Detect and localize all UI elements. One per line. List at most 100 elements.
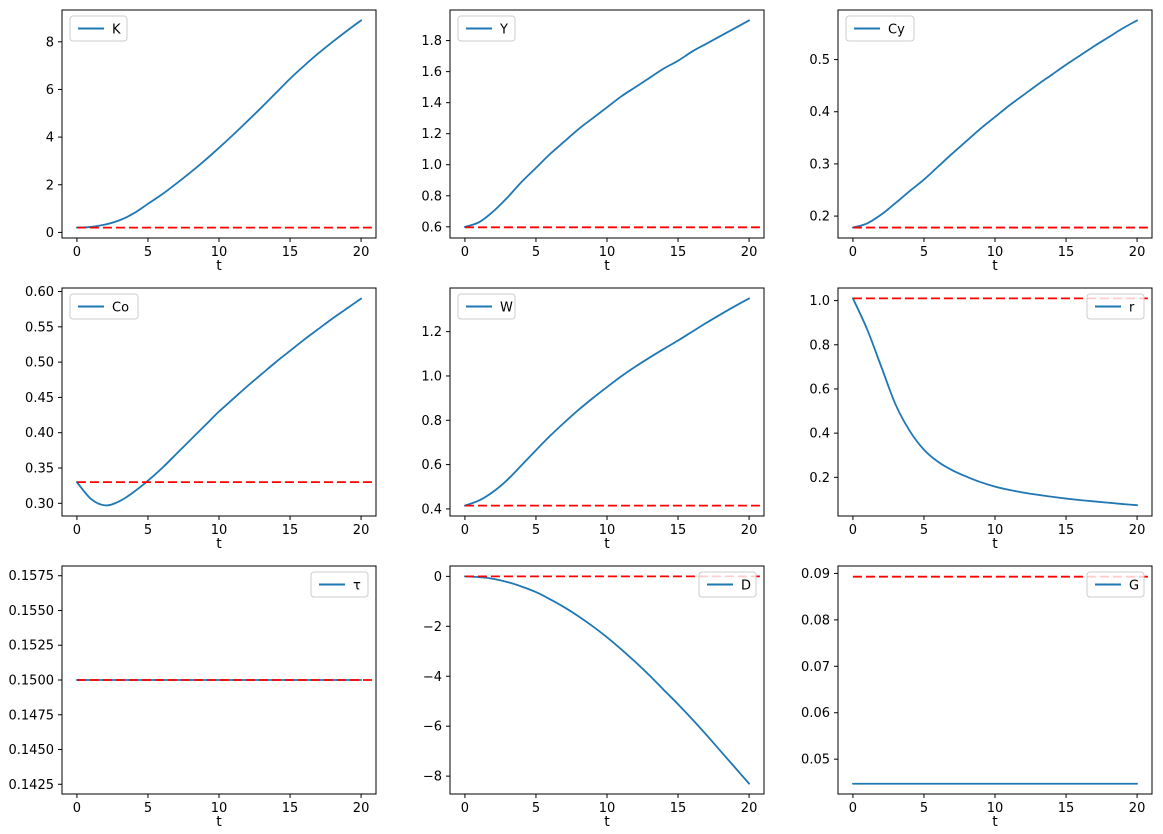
series-line-r bbox=[852, 297, 1138, 507]
series-line-Co bbox=[76, 297, 362, 507]
x-tick-label: 10 bbox=[599, 245, 616, 260]
legend: G bbox=[1086, 571, 1145, 598]
y-tick-label: 6 bbox=[46, 83, 54, 98]
axes-spines bbox=[449, 9, 765, 239]
series-line-Y bbox=[464, 19, 750, 228]
y-tick-label: 0.40 bbox=[25, 426, 54, 441]
y-tick-label: 0.09 bbox=[801, 567, 830, 582]
subplot-r: 0 5 10 15 20 0.2 0.4 0.6 0.8 1.0 r t bbox=[776, 278, 1163, 556]
chart-G: 0 5 10 15 20 0.05 0.06 0.07 0.08 0.09 Gt bbox=[801, 565, 1153, 830]
y-tick-label: 0.6 bbox=[421, 220, 442, 235]
chart-D: 0 5 10 15 20 0 −2 −4 −6 −8 Dt bbox=[423, 565, 765, 830]
y-tick-label: 2 bbox=[46, 178, 54, 193]
y-tick-label: 0.05 bbox=[801, 753, 830, 768]
y-tick-label: 0.1425 bbox=[9, 778, 55, 793]
y-tick-label: 0.6 bbox=[421, 458, 442, 473]
x-tick-label: 10 bbox=[211, 523, 228, 538]
legend-label: G bbox=[1129, 579, 1139, 594]
axes-spines bbox=[837, 9, 1153, 239]
axes-spines bbox=[837, 287, 1153, 517]
x-tick-label: 10 bbox=[987, 801, 1004, 816]
y-tick-label: 1.0 bbox=[809, 294, 830, 309]
chart-r: 0 5 10 15 20 0.2 0.4 0.6 0.8 1.0 r t bbox=[809, 287, 1153, 552]
x-tick-label: 20 bbox=[741, 801, 758, 816]
x-axis-label: t bbox=[992, 814, 998, 830]
x-tick-label: 20 bbox=[1129, 245, 1146, 260]
x-tick-label: 0 bbox=[73, 523, 81, 538]
x-tick-label: 0 bbox=[461, 245, 469, 260]
legend-label: r bbox=[1129, 301, 1135, 316]
y-tick-label: 1.2 bbox=[421, 325, 442, 340]
x-tick-label: 5 bbox=[920, 245, 928, 260]
legend: τ bbox=[310, 571, 369, 598]
y-tick-label: −2 bbox=[423, 620, 442, 635]
y-tick-label: 0.5 bbox=[809, 53, 830, 68]
legend-label: Y bbox=[499, 23, 508, 38]
y-tick-label: 0.2 bbox=[809, 471, 830, 486]
y-tick-label: 0 bbox=[434, 570, 442, 585]
x-tick-label: 5 bbox=[920, 801, 928, 816]
y-tick-label: 0.6 bbox=[809, 382, 830, 397]
x-tick-label: 15 bbox=[282, 523, 299, 538]
legend-label: Co bbox=[112, 301, 129, 316]
y-tick-label: 0 bbox=[46, 226, 54, 241]
x-tick-label: 5 bbox=[532, 523, 540, 538]
series-line-K bbox=[76, 19, 362, 229]
legend-label: τ bbox=[353, 579, 361, 594]
x-tick-label: 10 bbox=[211, 245, 228, 260]
y-tick-label: 0.08 bbox=[801, 613, 830, 628]
legend-label: D bbox=[741, 579, 751, 594]
legend-label: Cy bbox=[888, 23, 905, 38]
legend: K bbox=[69, 15, 128, 42]
legend: Co bbox=[69, 293, 139, 320]
y-tick-label: 0.1475 bbox=[9, 708, 55, 723]
y-tick-label: 0.30 bbox=[25, 497, 54, 512]
subplot-tau: 0 5 10 15 20 0.1425 0.1450 0.1475 0.1500 0.1525 0.… bbox=[0, 556, 388, 834]
legend-label: W bbox=[500, 301, 513, 316]
x-tick-label: 5 bbox=[144, 801, 152, 816]
x-tick-label: 20 bbox=[1129, 801, 1146, 816]
x-tick-label: 10 bbox=[987, 245, 1004, 260]
axes-spines bbox=[837, 565, 1153, 795]
x-tick-label: 15 bbox=[670, 245, 687, 260]
chart-W: 0 5 10 15 20 0.4 0.6 0.8 1.0 1.2 Wt bbox=[421, 287, 765, 552]
legend: D bbox=[698, 571, 757, 598]
y-tick-label: 1.6 bbox=[421, 65, 442, 80]
x-tick-label: 0 bbox=[73, 245, 81, 260]
y-tick-label: 0.4 bbox=[421, 502, 442, 517]
x-tick-label: 15 bbox=[670, 523, 687, 538]
x-tick-label: 0 bbox=[849, 523, 857, 538]
y-tick-label: 0.2 bbox=[809, 210, 830, 225]
axes-spines bbox=[449, 287, 765, 517]
x-axis-label: t bbox=[216, 536, 222, 552]
x-tick-label: 5 bbox=[532, 245, 540, 260]
y-tick-label: 1.4 bbox=[421, 96, 442, 111]
x-tick-label: 10 bbox=[987, 523, 1004, 538]
y-tick-label: 1.2 bbox=[421, 127, 442, 142]
chart-Cy: 0 5 10 15 20 0.2 0.3 0.4 0.5 Cy t bbox=[809, 9, 1153, 274]
y-tick-label: 0.1575 bbox=[9, 569, 55, 584]
chart-Y: 0 5 10 15 20 0.6 0.8 1.0 1.2 1.4 1.6 1.8 Yt bbox=[421, 9, 765, 274]
chart-tau: 0 5 10 15 20 0.1425 0.1450 0.1475 0.1500 0.1525 0.… bbox=[9, 565, 377, 830]
y-tick-label: 0.1525 bbox=[9, 639, 55, 654]
x-tick-label: 15 bbox=[282, 245, 299, 260]
axes-spines bbox=[449, 565, 765, 795]
x-axis-label: t bbox=[604, 814, 610, 830]
x-tick-label: 0 bbox=[461, 523, 469, 538]
x-tick-label: 20 bbox=[1129, 523, 1146, 538]
x-tick-label: 20 bbox=[353, 245, 370, 260]
y-tick-label: 0.4 bbox=[809, 427, 830, 442]
y-tick-label: 0.50 bbox=[25, 356, 54, 371]
y-tick-label: 0.55 bbox=[25, 320, 54, 335]
x-tick-label: 20 bbox=[353, 801, 370, 816]
y-tick-label: 8 bbox=[46, 35, 54, 50]
x-tick-label: 20 bbox=[353, 523, 370, 538]
x-axis-label: t bbox=[604, 536, 610, 552]
x-tick-label: 5 bbox=[532, 801, 540, 816]
y-tick-label: 0.8 bbox=[421, 189, 442, 204]
y-tick-label: 0.35 bbox=[25, 462, 54, 477]
